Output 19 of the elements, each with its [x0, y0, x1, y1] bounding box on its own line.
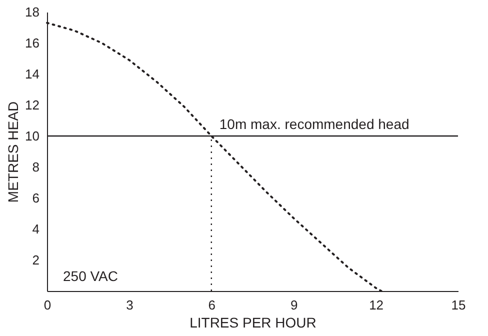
y-tick-label: 16 — [25, 36, 40, 50]
x-tick-label: 15 — [451, 298, 466, 312]
y-tick-label: 12 — [25, 98, 40, 112]
x-tick-label: 9 — [290, 298, 298, 312]
ref-line-label: 10m max. recommended head — [219, 116, 410, 132]
x-tick-label: 6 — [208, 298, 216, 312]
y-tick-label: 2 — [32, 252, 40, 268]
y-tick-label: 8 — [32, 160, 40, 174]
y-tick-label: 14 — [25, 66, 40, 82]
annotation: 250 VAC — [63, 268, 118, 284]
x-axis-title: LITRES PER HOUR — [190, 314, 316, 330]
y-tick-label: 10 — [25, 128, 40, 144]
y-axis-title: METRES HEAD — [5, 101, 22, 203]
y-tick-label: 4 — [32, 222, 40, 236]
y-tick-label: 6 — [32, 190, 40, 206]
y-tick-label: 18 — [25, 4, 40, 20]
x-tick-label: 0 — [44, 298, 52, 312]
x-tick-label: 12 — [369, 298, 384, 312]
x-tick-label: 3 — [126, 298, 134, 312]
